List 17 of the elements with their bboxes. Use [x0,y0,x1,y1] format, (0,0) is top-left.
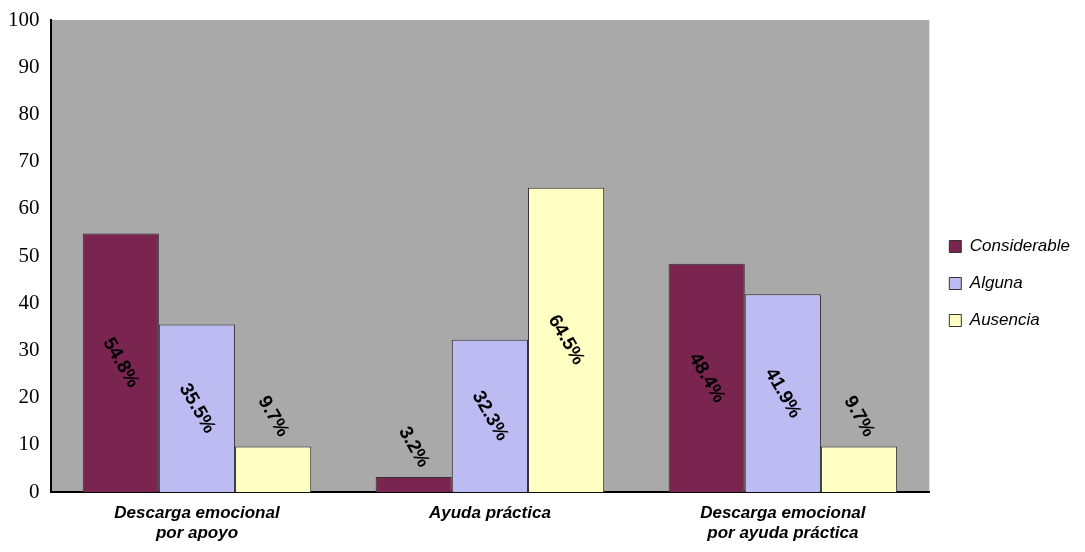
x-tick-label: Descarga emocional por apoyo [114,503,281,543]
y-tick-label: 40 [18,289,40,314]
legend-label: Alguna [968,273,1023,293]
legend-label: Considerable [969,236,1071,256]
y-tick-label: 90 [18,53,40,78]
x-tick-label: Descarga emocional por ayuda práctica [700,503,867,543]
y-tick-label: 100 [8,6,40,31]
y-tick-label: 80 [18,100,40,125]
x-tick-label: Ayuda práctica [427,503,551,523]
y-tick-label: 60 [18,195,40,220]
y-tick-label: 20 [18,384,40,409]
legend-label: Ausencia [968,310,1040,330]
y-tick-label: 30 [18,337,40,362]
y-tick-label: 50 [18,242,40,267]
y-tick-label: 70 [18,148,40,173]
y-tick-label: 10 [18,431,40,456]
y-tick-label: 0 [29,478,40,503]
